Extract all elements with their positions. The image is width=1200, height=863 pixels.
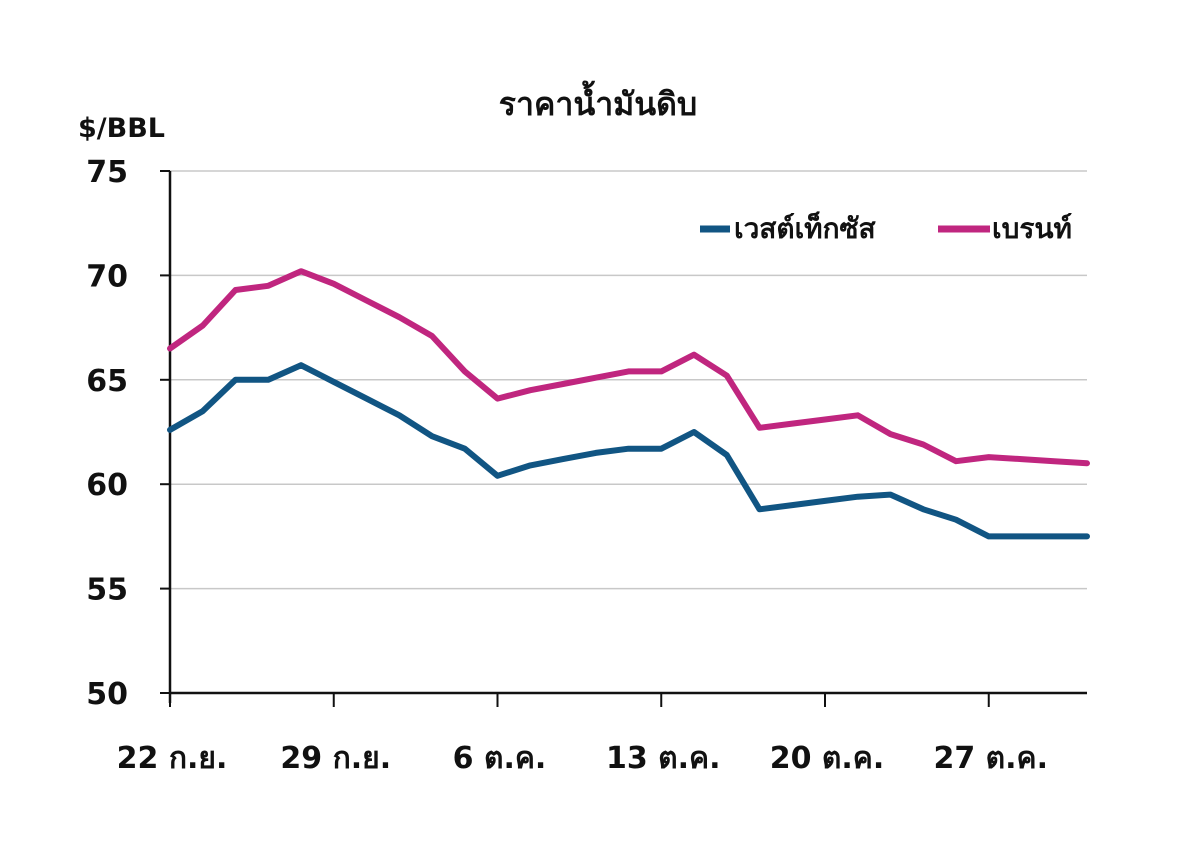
series-0-point-27 — [1051, 533, 1057, 539]
series-0-point-18 — [757, 506, 762, 512]
series-1-point-4 — [298, 268, 304, 274]
series-1-point-15 — [658, 368, 664, 374]
series-0-point-23 — [920, 506, 926, 512]
series-0-point-22 — [888, 492, 893, 498]
series-0-point-26 — [1019, 533, 1024, 539]
series-0-point-12 — [560, 456, 566, 462]
series-1-point-7 — [396, 314, 402, 320]
x-tick-label-4: 20 ต.ค. — [770, 741, 885, 776]
x-tick-label-0: 22 ก.ย. — [117, 741, 228, 776]
y-tick-label-60: 60 — [86, 468, 128, 503]
series-0-point-28 — [1084, 533, 1090, 539]
series-1-point-27 — [1051, 458, 1057, 464]
series-0-point-6 — [364, 396, 369, 402]
series-0-point-1 — [200, 408, 206, 414]
x-tick-label-2: 6 ต.ค. — [453, 741, 547, 776]
series-1-point-13 — [593, 375, 599, 381]
series-0-point-15 — [658, 446, 664, 452]
series-1-point-19 — [789, 421, 795, 427]
series-0-point-17 — [724, 452, 730, 458]
series-1-point-6 — [364, 297, 369, 303]
x-tick-labels: 22 ก.ย. 29 ก.ย. 6 ต.ค. 13 ต.ค. 20 ต.ค. 27 ต.ค… — [117, 693, 1048, 776]
series-1-point-23 — [920, 442, 926, 448]
series-1-point-10 — [495, 396, 500, 402]
series-0-point-11 — [527, 462, 533, 468]
series-0-point-25 — [986, 533, 992, 539]
series-0-point-24 — [953, 517, 959, 523]
series-lines — [167, 268, 1090, 540]
gridlines — [170, 170, 1087, 590]
series-1-point-3 — [265, 283, 271, 289]
series-1-point-21 — [855, 412, 861, 418]
series-1-point-22 — [888, 431, 893, 437]
y-tick-labels: 50 55 60 65 70 75 — [86, 155, 170, 712]
series-0-point-5 — [331, 379, 337, 385]
series-0-point-21 — [855, 494, 861, 500]
y-axis-label: $/BBL — [78, 113, 165, 144]
series-0-point-10 — [495, 473, 500, 479]
axes — [168, 171, 1087, 703]
x-tick-label-3: 13 ต.ค. — [606, 741, 721, 776]
series-1-point-26 — [1019, 456, 1024, 462]
series-1-point-8 — [429, 333, 435, 339]
series-0-point-7 — [396, 412, 402, 418]
series-1-point-20 — [822, 416, 828, 422]
series-0-point-3 — [265, 377, 271, 383]
series-1-point-14 — [626, 368, 631, 374]
series-1-point-17 — [724, 373, 730, 379]
y-tick-label-65: 65 — [86, 364, 128, 399]
series-0-point-19 — [789, 502, 795, 508]
y-tick-label-50: 50 — [86, 677, 128, 712]
legend: เวสต์เท็กซัส เบรนท์ — [700, 211, 1072, 245]
legend-label-wti: เวสต์เท็กซัส — [734, 211, 877, 245]
series-1-point-12 — [560, 381, 566, 387]
series-1-point-25 — [986, 454, 992, 460]
series-1-point-9 — [462, 368, 468, 374]
chart-title: ราคาน้ำมันดิบ — [499, 80, 697, 123]
x-tick-label-5: 27 ต.ค. — [933, 741, 1048, 776]
series-0-point-4 — [298, 362, 304, 368]
series-1-point-28 — [1084, 460, 1090, 466]
legend-label-brent: เบรนท์ — [992, 212, 1072, 245]
series-0-point-8 — [429, 433, 435, 439]
y-tick-label-55: 55 — [86, 573, 128, 608]
series-0-point-13 — [593, 450, 599, 456]
series-1-point-1 — [200, 323, 206, 329]
series-1-point-18 — [757, 425, 762, 431]
series-0-point-20 — [822, 498, 828, 504]
series-0-point-14 — [626, 446, 631, 452]
series-0-point-16 — [691, 429, 697, 435]
series-1-point-0 — [167, 345, 173, 351]
series-1-point-2 — [233, 287, 238, 293]
y-tick-label-70: 70 — [86, 259, 128, 294]
x-tick-label-1: 29 ก.ย. — [280, 741, 391, 776]
series-1-point-11 — [527, 387, 533, 393]
series-1-point-24 — [953, 458, 959, 464]
series-1-point-5 — [331, 281, 337, 287]
series-0-point-2 — [233, 377, 238, 383]
series-0-point-0 — [167, 427, 173, 433]
series-0-point-9 — [462, 446, 468, 452]
y-tick-label-75: 75 — [86, 155, 128, 190]
series-1-point-16 — [691, 352, 697, 358]
